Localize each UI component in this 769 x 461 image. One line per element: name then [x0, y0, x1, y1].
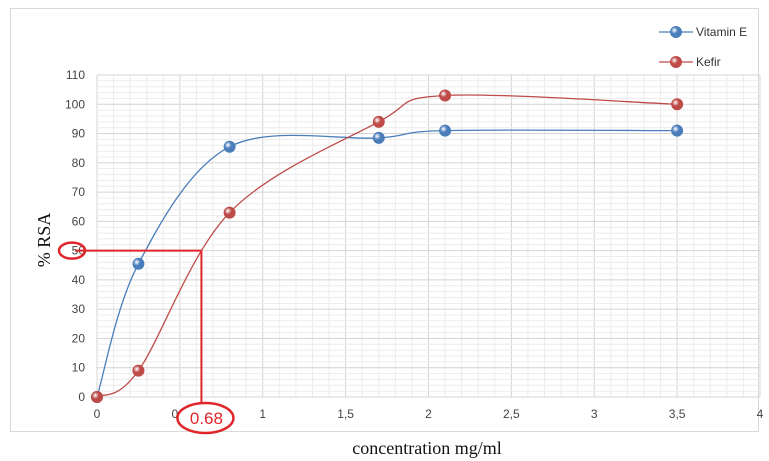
y-tick-label: 30 — [72, 302, 86, 316]
data-point — [671, 124, 684, 137]
y-tick-label: 40 — [72, 273, 86, 287]
x-tick-label: 2,5 — [503, 407, 520, 421]
y-tick-label: 0 — [78, 390, 85, 404]
data-point — [132, 364, 145, 377]
x-tick-label: 0 — [94, 407, 101, 421]
y-value-highlight-ellipse — [57, 241, 87, 260]
series-layer — [91, 89, 684, 403]
x-value-highlight-ellipse — [176, 401, 235, 435]
data-point — [223, 206, 236, 219]
series-line-kefir — [96, 94, 678, 398]
x-tick-label: 3 — [591, 407, 598, 421]
y-tick-label: 100 — [65, 97, 85, 111]
x-axis-title: concentration mg/ml — [352, 438, 501, 458]
x-tick-label: 1 — [259, 407, 266, 421]
y-tick-label: 20 — [72, 331, 86, 345]
legend-item: Kefir — [659, 55, 721, 69]
y-tick-label: 90 — [72, 127, 86, 141]
chart-frame — [10, 8, 759, 432]
data-point — [223, 140, 236, 153]
y-tick-label: 80 — [72, 156, 86, 170]
legend-label: Vitamin E — [696, 25, 747, 39]
x-tick-label: 4 — [757, 407, 764, 421]
y-axis-title: % RSA — [34, 213, 54, 268]
y-tick-label: 70 — [72, 185, 86, 199]
legend-marker — [670, 26, 682, 38]
data-point — [671, 98, 684, 111]
data-point — [372, 131, 385, 144]
legend-item: Vitamin E — [659, 25, 747, 39]
legend-marker — [670, 56, 682, 68]
series-line-vitamin-e — [96, 129, 678, 398]
data-point — [439, 124, 452, 137]
y-tick-label: 60 — [72, 214, 86, 228]
data-point — [439, 89, 452, 102]
grid-lines — [96, 74, 761, 398]
legend-label: Kefir — [696, 55, 721, 69]
legend: Vitamin E Kefir — [659, 25, 747, 69]
data-point — [91, 391, 103, 403]
x-tick-label: 2 — [425, 407, 432, 421]
y-tick-label: 10 — [72, 361, 86, 375]
annotation-layer: 0.68 — [57, 241, 235, 435]
data-point — [132, 257, 145, 270]
y-tick-label: 110 — [66, 68, 85, 82]
data-point — [372, 115, 385, 128]
x-tick-label: 1,5 — [337, 407, 354, 421]
x-tick-label: 3,5 — [669, 407, 686, 421]
annotation-label: 0.68 — [190, 409, 223, 428]
